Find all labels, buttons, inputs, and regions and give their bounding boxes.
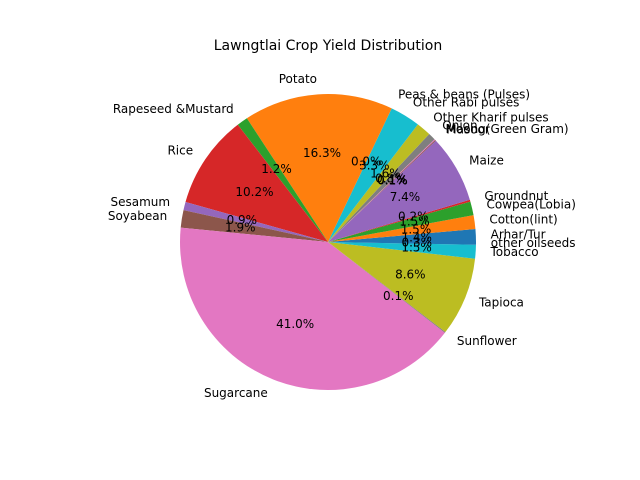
slice-percent-other-oilseeds: 0.3%: [402, 235, 433, 249]
pie-slice-cowpea-lobia: [328, 201, 474, 242]
slice-percent-other-kharif-pulses: 1.6%: [370, 167, 401, 181]
slice-label-moong-green-gram: Moong(Green Gram): [446, 122, 569, 136]
slice-label-maize: Maize: [469, 153, 504, 167]
pie-slice-other-kharif-pulses: [328, 124, 430, 242]
pie-slice-sesamum: [183, 202, 328, 242]
slice-percent-sunflower: 0.1%: [383, 289, 414, 303]
slice-percent-other-rabi-pulses: 3.3%: [359, 159, 390, 173]
slice-percent-peas-beans-pulses: 0.0%: [351, 154, 382, 168]
slice-percent-tobacco: 1.5%: [401, 240, 432, 254]
slice-label-other-kharif-pulses: Other Kharif pulses: [433, 110, 548, 124]
pie-slice-arhar-tur: [328, 228, 476, 242]
slice-percent-rice: 10.2%: [235, 185, 273, 199]
slice-percent-masoor: 0.1%: [377, 173, 408, 187]
slice-label-sunflower: Sunflower: [457, 334, 517, 348]
slice-percent-sugarcane: 41.0%: [276, 317, 314, 331]
slice-percent-onion: 0.8%: [375, 171, 406, 185]
slice-label-other-rabi-pulses: Other Rabi pulses: [413, 96, 520, 110]
chart-title: Lawngtlai Crop Yield Distribution: [214, 38, 442, 54]
pie-slice-sugarcane: [180, 227, 445, 390]
slice-label-groundnut: Groundnut: [484, 189, 548, 203]
pie-slice-tobacco: [328, 242, 476, 259]
pie-slice-onion: [328, 134, 435, 242]
pie-slice-other-oilseeds: [328, 242, 476, 245]
slice-percent-maize: 7.4%: [390, 190, 421, 204]
slice-label-rice: Rice: [167, 143, 193, 157]
slice-percent-soyabean: 1.9%: [225, 221, 256, 235]
slice-percent-groundnut: 0.2%: [398, 210, 429, 224]
slice-label-masoor: Masoor: [446, 123, 490, 137]
pie-slice-rice: [185, 124, 328, 242]
slice-label-tobacco: Tobacco: [489, 245, 538, 259]
pie-slice-rapeseed-mustard: [237, 118, 328, 242]
slice-label-rapeseed-mustard: Rapeseed &Mustard: [113, 102, 234, 116]
slice-label-sugarcane: Sugarcane: [204, 386, 268, 400]
slice-percent-cotton-lint: 1.5%: [401, 223, 432, 237]
slice-label-other-oilseeds: other oilseeds: [491, 236, 576, 250]
pie-slice-masoor: [328, 139, 436, 242]
pie-labels: Arhar/Tur 1.4% Cotton(lint) 1.5% Cowpea(Lobi…: [108, 72, 576, 400]
pie-slice-potato: [246, 93, 392, 242]
pie-slice-sunflower: [328, 242, 446, 333]
slice-percent-arhar-tur: 1.4%: [401, 231, 432, 245]
pie-slice-maize: [328, 140, 470, 242]
slice-label-cowpea-lobia: Cowpea(Lobia): [487, 197, 576, 211]
pie-slice-tapioca: [328, 242, 476, 333]
slice-label-arhar-tur: Arhar/Tur: [491, 227, 546, 241]
slice-label-onion: Onion: [442, 119, 477, 133]
slice-label-sesamum: Sesamum: [110, 195, 170, 209]
slice-percent-cowpea-lobia: 1.5%: [399, 214, 430, 228]
slice-percent-sesamum: 0.9%: [227, 213, 258, 227]
slice-label-potato: Potato: [279, 72, 317, 86]
slice-label-cotton-lint: Cotton(lint): [489, 213, 557, 227]
pie-slice-other-rabi-pulses: [328, 108, 418, 242]
pie-slice-groundnut: [328, 199, 471, 242]
pie-slice-soyabean: [180, 210, 328, 242]
slice-percent-rapeseed-mustard: 1.2%: [261, 162, 292, 176]
slice-percent-moong-green-gram: 0.1%: [377, 173, 408, 187]
pie-slices: [180, 93, 476, 390]
slice-label-soyabean: Soyabean: [108, 209, 167, 223]
slice-percent-potato: 16.3%: [303, 146, 341, 160]
pie-slice-cotton-lint: [328, 215, 476, 242]
slice-label-tapioca: Tapioca: [478, 295, 524, 309]
slice-percent-tapioca: 8.6%: [395, 268, 426, 282]
slice-label-peas-beans-pulses: Peas & beans (Pulses): [398, 88, 530, 102]
pie-slice-moong-green-gram: [328, 139, 436, 242]
